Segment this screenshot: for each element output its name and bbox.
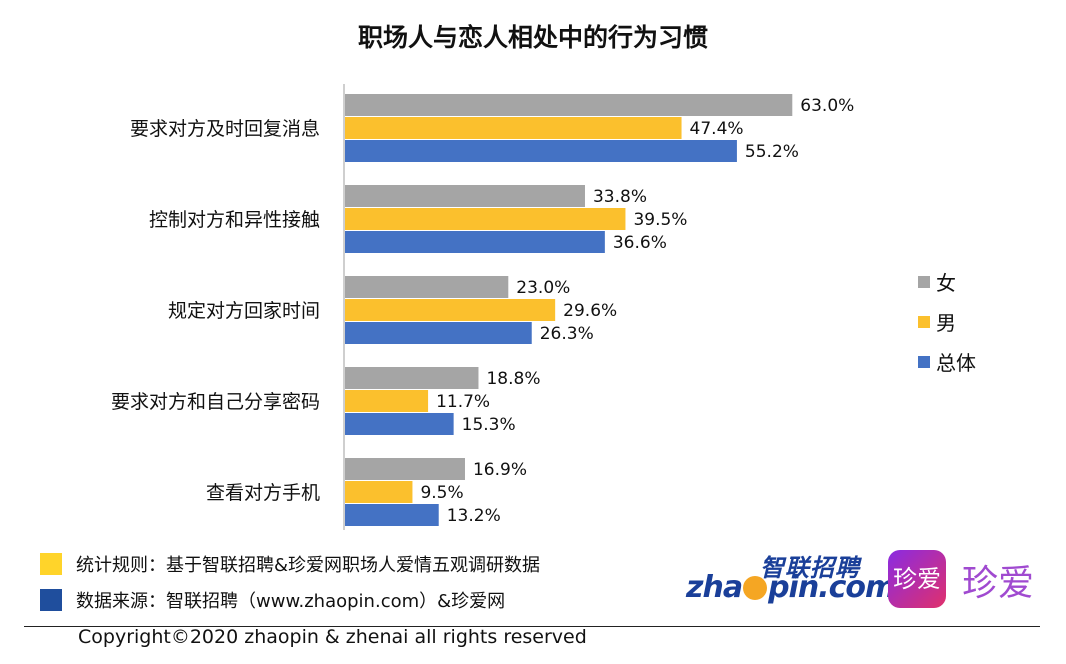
bar-total [345, 322, 532, 344]
bar-male [345, 390, 429, 412]
zhaopin-logo-right: pin.com [768, 570, 896, 605]
note-data-source-text: 数据来源：智联招聘（www.zhaopin.com）&珍爱网 [76, 591, 506, 612]
bar-total [345, 504, 439, 526]
bar-male [345, 481, 413, 503]
bar-total [345, 140, 737, 162]
zhaopin-logo-cn: 智联招聘 [760, 554, 860, 582]
bar-male [345, 299, 556, 321]
data-label: 26.3% [540, 324, 594, 344]
bar-female [345, 94, 793, 116]
data-label: 13.2% [447, 506, 501, 526]
footer-divider [24, 626, 1040, 627]
bar-male [345, 208, 626, 230]
copyright: Copyright©2020 zhaopin & zhenai all righ… [78, 626, 587, 648]
bar-total [345, 413, 454, 435]
data-label: 39.5% [633, 210, 687, 230]
data-label: 33.8% [593, 187, 647, 207]
data-label: 9.5% [420, 483, 463, 503]
zhaopin-logo: zha pin.com [686, 570, 896, 605]
legend-swatch [918, 356, 930, 368]
data-label: 47.4% [690, 119, 744, 139]
note-stat-rule-text: 统计规则：基于智联招聘&珍爱网职场人爱情五观调研数据 [76, 555, 541, 576]
note-yellow-square [40, 553, 62, 575]
zhaopin-dot-icon [743, 576, 768, 600]
category-label: 要求对方及时回复消息 [130, 118, 320, 140]
zhenai-app-icon: 珍爱 [888, 550, 946, 608]
data-label: 16.9% [473, 460, 527, 480]
data-label: 11.7% [436, 392, 490, 412]
logos: 智联招聘 zha pin.com 珍爱 珍爱 [686, 546, 1036, 610]
legend-label: 女 [936, 271, 956, 295]
note-blue-square [40, 589, 62, 611]
data-label: 63.0% [800, 96, 854, 116]
legend-swatch [918, 316, 930, 328]
zhaopin-logo-left: zha [686, 570, 743, 605]
legend-label: 男 [936, 311, 956, 335]
bar-male [345, 117, 682, 139]
bar-female [345, 276, 509, 298]
bar-female [345, 458, 465, 480]
notes: 统计规则：基于智联招聘&珍爱网职场人爱情五观调研数据 数据来源：智联招聘（www… [40, 546, 540, 618]
zhenai-logo-text: 珍爱 [962, 563, 1035, 604]
bar-female [345, 185, 585, 207]
data-label: 55.2% [745, 142, 799, 162]
data-label: 18.8% [486, 369, 540, 389]
category-label: 要求对方和自己分享密码 [111, 391, 320, 413]
category-label: 规定对方回家时间 [168, 300, 320, 322]
data-label: 23.0% [516, 278, 570, 298]
note-stat-rule: 统计规则：基于智联招聘&珍爱网职场人爱情五观调研数据 [40, 546, 540, 582]
data-label: 36.6% [613, 233, 667, 253]
category-label: 控制对方和异性接触 [149, 209, 320, 231]
data-label: 29.6% [563, 301, 617, 321]
chart-title: 职场人与恋人相处中的行为习惯 [357, 23, 708, 52]
data-label: 15.3% [462, 415, 516, 435]
legend-swatch [918, 276, 930, 288]
bar-chart: 要求对方及时回复消息 63.0% 47.4%55.2% 控制对方和异性接触 33.8% 3… [111, 84, 976, 530]
legend-label: 总体 [936, 351, 976, 375]
bar-total [345, 231, 605, 253]
bar-female [345, 367, 479, 389]
category-label: 查看对方手机 [206, 482, 320, 504]
note-data-source: 数据来源：智联招聘（www.zhaopin.com）&珍爱网 [40, 582, 540, 618]
